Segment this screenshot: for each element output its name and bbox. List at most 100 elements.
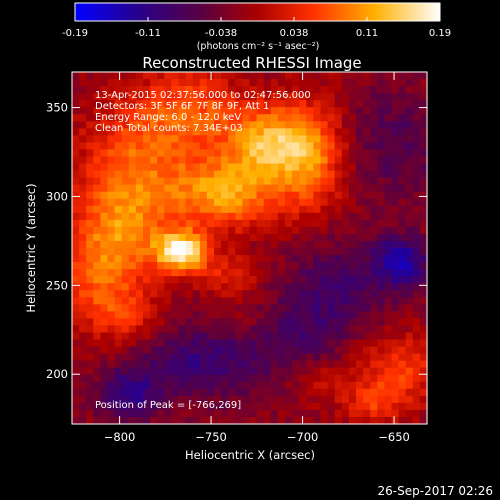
heatmap-cell bbox=[398, 100, 407, 108]
heatmap-cell bbox=[93, 255, 101, 263]
heatmap-cell bbox=[419, 339, 428, 348]
heatmap-cell bbox=[363, 276, 371, 284]
heatmap-cell bbox=[228, 248, 236, 256]
heatmap-cell bbox=[72, 219, 80, 228]
heatmap-cell bbox=[171, 248, 180, 256]
heatmap-cell bbox=[419, 325, 428, 334]
heatmap-cell bbox=[384, 409, 393, 418]
heatmap-cell bbox=[377, 79, 385, 87]
heatmap-cell bbox=[121, 381, 130, 390]
heatmap-cell bbox=[206, 128, 215, 136]
heatmap-cell bbox=[356, 346, 364, 355]
heatmap-cell bbox=[313, 395, 322, 404]
heatmap-cell bbox=[398, 107, 407, 115]
heatmap-cell bbox=[100, 416, 109, 425]
heatmap-cell bbox=[228, 170, 236, 179]
heatmap-cell bbox=[107, 149, 116, 158]
heatmap-cell bbox=[256, 212, 265, 221]
heatmap-cell bbox=[334, 290, 343, 298]
heatmap-cell bbox=[79, 121, 87, 129]
heatmap-cell bbox=[185, 325, 194, 334]
heatmap-cell bbox=[384, 86, 393, 94]
heatmap-cell bbox=[185, 255, 194, 263]
heatmap-cell bbox=[235, 360, 243, 369]
heatmap-cell bbox=[299, 318, 307, 327]
heatmap-cell bbox=[79, 107, 87, 115]
heatmap-cell bbox=[206, 114, 215, 122]
heatmap-cell bbox=[334, 360, 343, 369]
heatmap-cell bbox=[128, 402, 137, 411]
heatmap-cell bbox=[221, 121, 229, 129]
heatmap-cell bbox=[100, 86, 109, 94]
heatmap-cell bbox=[341, 184, 350, 193]
heatmap-cell bbox=[363, 304, 371, 312]
heatmap-cell bbox=[292, 191, 300, 200]
heatmap-cell bbox=[270, 402, 279, 411]
heatmap-cell bbox=[214, 100, 222, 108]
heatmap-cell bbox=[419, 367, 428, 376]
heatmap-cell bbox=[72, 402, 80, 411]
heatmap-cell bbox=[100, 100, 109, 108]
heatmap-cell bbox=[419, 191, 428, 200]
heatmap-cell bbox=[327, 353, 336, 362]
heatmap-cell bbox=[370, 149, 378, 158]
heatmap-cell bbox=[79, 367, 87, 376]
heatmap-cell bbox=[192, 248, 201, 256]
y-tick-label: 350 bbox=[46, 101, 68, 115]
heatmap-cell bbox=[86, 198, 94, 207]
heatmap-cell bbox=[214, 360, 222, 369]
heatmap-cell bbox=[143, 240, 151, 249]
heatmap-cell bbox=[86, 212, 94, 221]
heatmap-cell bbox=[79, 416, 87, 425]
heatmap-cell bbox=[249, 219, 258, 228]
heatmap-cell bbox=[121, 198, 130, 207]
heatmap-cell bbox=[107, 114, 116, 122]
heatmap-cell bbox=[79, 374, 87, 383]
heatmap-cell bbox=[320, 107, 329, 115]
heatmap-cell bbox=[100, 367, 109, 376]
x-tick-label: −800 bbox=[104, 430, 136, 444]
heatmap-cell bbox=[114, 226, 123, 235]
heatmap-cell bbox=[377, 149, 385, 158]
heatmap-cell bbox=[121, 93, 130, 101]
heatmap-cell bbox=[135, 86, 144, 94]
heatmap-cell bbox=[192, 198, 201, 207]
heatmap-cell bbox=[313, 283, 322, 291]
heatmap-cell bbox=[341, 255, 350, 263]
heatmap-cell bbox=[171, 353, 180, 362]
heatmap-cell bbox=[249, 212, 258, 221]
heatmap-cell bbox=[128, 325, 137, 334]
heatmap-cell bbox=[171, 416, 180, 425]
heatmap-cell bbox=[327, 346, 336, 355]
heatmap-cell bbox=[93, 353, 101, 362]
heatmap-cell bbox=[135, 163, 144, 172]
heatmap-cell bbox=[143, 269, 151, 277]
heatmap-cell bbox=[313, 402, 322, 411]
heatmap-cell bbox=[121, 367, 130, 376]
heatmap-cell bbox=[72, 184, 80, 193]
heatmap-cell bbox=[199, 395, 208, 404]
heatmap-cell bbox=[86, 163, 94, 172]
heatmap-cell bbox=[313, 79, 322, 87]
heatmap-cell bbox=[292, 205, 300, 214]
heatmap-cell bbox=[377, 416, 385, 425]
heatmap-cell bbox=[285, 191, 293, 200]
heatmap-cell bbox=[171, 311, 180, 319]
heatmap-cell bbox=[341, 212, 350, 221]
heatmap-cell bbox=[214, 198, 222, 207]
heatmap-cell bbox=[377, 135, 385, 143]
colorbar-tick-label: -0.19 bbox=[62, 28, 88, 39]
heatmap-cell bbox=[228, 107, 236, 115]
heatmap-cell bbox=[334, 388, 343, 397]
heatmap-cell bbox=[128, 367, 137, 376]
heatmap-cell bbox=[270, 72, 279, 80]
heatmap-cell bbox=[143, 107, 151, 115]
heatmap-cell bbox=[419, 177, 428, 186]
heatmap-cell bbox=[327, 121, 336, 129]
heatmap-cell bbox=[157, 262, 165, 270]
heatmap-cell bbox=[164, 219, 172, 228]
heatmap-cell bbox=[100, 198, 109, 207]
heatmap-cell bbox=[398, 114, 407, 122]
heatmap-cell bbox=[114, 205, 123, 214]
heatmap-cell bbox=[341, 283, 350, 291]
